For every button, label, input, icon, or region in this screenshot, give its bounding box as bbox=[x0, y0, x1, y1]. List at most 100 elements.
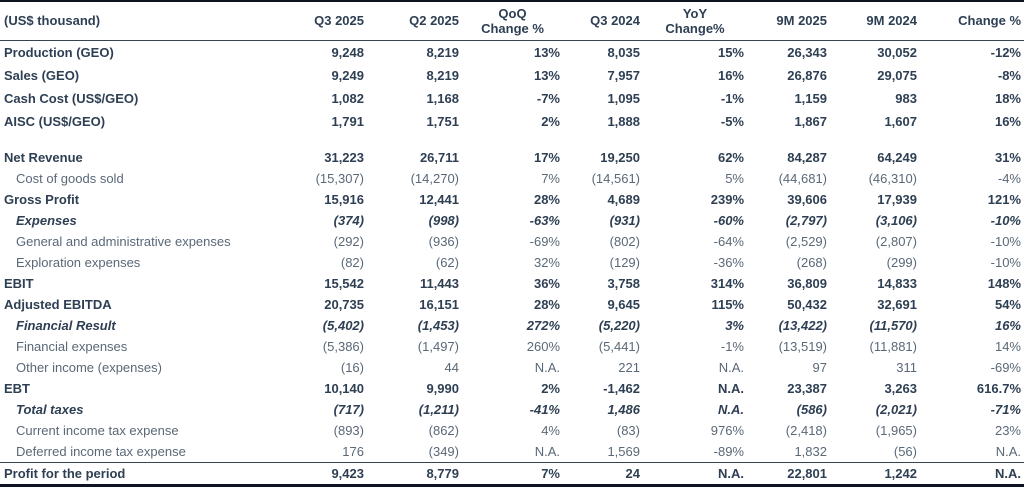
row-label: Net Revenue bbox=[4, 149, 83, 165]
cell-value: 1,751 bbox=[426, 113, 459, 129]
table-row: Cash Cost (US$/GEO) 1,082 1,168 -7% 1,095 -1%… bbox=[0, 87, 1024, 110]
cell-value: 23,387 bbox=[787, 380, 827, 396]
cell-value: 176 bbox=[342, 443, 364, 459]
cell-value: (2,418) bbox=[785, 422, 827, 438]
table-row: Cost of goods sold (15,307) (14,270) 7% (14,… bbox=[0, 168, 1024, 189]
cell-value: (292) bbox=[333, 233, 364, 249]
cell-value: 32,691 bbox=[877, 296, 917, 312]
column-header-line: 9M 2024 bbox=[866, 13, 917, 29]
cell-value: (802) bbox=[609, 233, 640, 249]
cell-value: 64,249 bbox=[877, 149, 917, 165]
column-header-line: Change % bbox=[481, 20, 544, 36]
cell-value: 26,876 bbox=[787, 67, 827, 83]
cell-value: 3% bbox=[725, 317, 744, 333]
cell-value: (717) bbox=[333, 401, 364, 417]
cell-value: 1,888 bbox=[607, 113, 640, 129]
cell-value: (893) bbox=[333, 422, 364, 438]
table-row: AISC (US$/GEO) 1,791 1,751 2% 1,888 -5% 1,867 1… bbox=[0, 110, 1024, 133]
cell-value: 14% bbox=[994, 338, 1021, 354]
cell-value: 14,833 bbox=[877, 275, 917, 291]
cell-value: (14,561) bbox=[591, 170, 640, 186]
cell-value: 26,711 bbox=[419, 149, 459, 165]
cell-value: 18% bbox=[994, 90, 1021, 106]
table-row: Sales (GEO) 9,249 8,219 13% 7,957 16% 26,876 29… bbox=[0, 64, 1024, 87]
cell-value: 28% bbox=[533, 191, 560, 207]
cell-value: N.A. bbox=[718, 359, 744, 375]
cell-value: -10% bbox=[990, 212, 1021, 228]
cell-value: 97 bbox=[812, 359, 827, 375]
cell-value: 9,990 bbox=[426, 380, 459, 396]
row-label: Cost of goods sold bbox=[16, 170, 124, 186]
cell-value: 39,606 bbox=[787, 191, 827, 207]
cell-value: (56) bbox=[893, 443, 917, 459]
cell-value: 17% bbox=[533, 149, 560, 165]
row-label: Current income tax expense bbox=[16, 422, 179, 438]
row-label: AISC (US$/GEO) bbox=[4, 113, 106, 129]
cell-value: 32% bbox=[533, 254, 560, 270]
cell-value: (2,797) bbox=[785, 212, 827, 228]
row-label: Cash Cost (US$/GEO) bbox=[4, 90, 139, 106]
cell-value: 311 bbox=[896, 359, 917, 375]
column-header-line: Change% bbox=[665, 20, 725, 36]
cell-value: N.A. bbox=[920, 461, 1024, 484]
table-row: Financial Result (5,402) (1,453) 272% (5,220… bbox=[0, 315, 1024, 336]
cell-value: (13,422) bbox=[778, 317, 827, 333]
table-row: Current income tax expense (893) (862) 4% (8… bbox=[0, 420, 1024, 441]
cell-value: (349) bbox=[428, 443, 459, 459]
column-header: Q2 2025 bbox=[367, 2, 462, 41]
cell-value: (1,497) bbox=[417, 338, 459, 354]
cell-value: 23% bbox=[994, 422, 1021, 438]
cell-value: (268) bbox=[796, 254, 827, 270]
cell-value: 16% bbox=[717, 67, 744, 83]
table-row: Exploration expenses (82) (62) 32% (129) -36%… bbox=[0, 252, 1024, 273]
cell-value: -8% bbox=[997, 67, 1021, 83]
cell-value: 115% bbox=[711, 296, 744, 312]
cell-value: (5,220) bbox=[598, 317, 640, 333]
column-header-line: QoQ bbox=[498, 5, 527, 21]
cell-value: (44,681) bbox=[778, 170, 827, 186]
cell-value: 12,441 bbox=[419, 191, 459, 207]
cell-value: N.A. bbox=[534, 443, 560, 459]
cell-value: (2,021) bbox=[875, 401, 917, 417]
cell-value: 54% bbox=[994, 296, 1021, 312]
cell-value: 260% bbox=[526, 338, 560, 354]
cell-value: N.A. bbox=[995, 443, 1021, 459]
row-label: Sales (GEO) bbox=[4, 67, 80, 83]
row-label: Exploration expenses bbox=[16, 254, 141, 270]
cell-value: 3,263 bbox=[884, 380, 917, 396]
table-row: Expenses (374) (998) -63% (931) -60% (2,797) (3… bbox=[0, 210, 1024, 231]
cell-value: 239% bbox=[710, 191, 744, 207]
cell-value: 31% bbox=[994, 149, 1021, 165]
cell-value: 22,801 bbox=[747, 461, 830, 484]
cell-value: (374) bbox=[333, 212, 364, 228]
cell-value: (299) bbox=[886, 254, 917, 270]
cell-value: 16,151 bbox=[419, 296, 459, 312]
cell-value: -60% bbox=[713, 212, 744, 228]
cell-value: 8,219 bbox=[426, 44, 459, 60]
row-label: Other income (expenses) bbox=[16, 359, 162, 375]
cell-value: 29,075 bbox=[877, 67, 917, 83]
cell-value: 44 bbox=[444, 359, 459, 375]
table-row: EBIT 15,542 11,443 36% 3,758 314% 36,809 14,833… bbox=[0, 273, 1024, 294]
row-label: Financial Result bbox=[16, 317, 116, 333]
cell-value: 1,569 bbox=[607, 443, 640, 459]
cell-value: 9,645 bbox=[607, 296, 640, 312]
cell-value: 36,809 bbox=[787, 275, 827, 291]
table-row: General and administrative expenses (292)… bbox=[0, 231, 1024, 252]
table-row: Profit for the period 9,423 8,779 7% 24 N.A. 2… bbox=[0, 461, 1024, 484]
row-label: Gross Profit bbox=[4, 191, 80, 207]
cell-value: (5,441) bbox=[598, 338, 640, 354]
table-row: Financial expenses (5,386) (1,497) 260% (5,4… bbox=[0, 336, 1024, 357]
cell-value: 2% bbox=[541, 380, 560, 396]
cell-value: (83) bbox=[616, 422, 640, 438]
cell-value: 24 bbox=[563, 461, 643, 484]
cell-value: (3,106) bbox=[875, 212, 917, 228]
table-row: Adjusted EBITDA 20,735 16,151 28% 9,645 115% 5… bbox=[0, 294, 1024, 315]
cell-value: N.A. bbox=[534, 359, 560, 375]
spacer-cell bbox=[0, 133, 1024, 147]
cell-value: 148% bbox=[987, 275, 1021, 291]
cell-value: (586) bbox=[796, 401, 827, 417]
cell-value: N.A. bbox=[718, 380, 744, 396]
table-row: Net Revenue 31,223 26,711 17% 19,250 62% 84,28… bbox=[0, 147, 1024, 168]
cell-value: (11,881) bbox=[869, 338, 917, 354]
